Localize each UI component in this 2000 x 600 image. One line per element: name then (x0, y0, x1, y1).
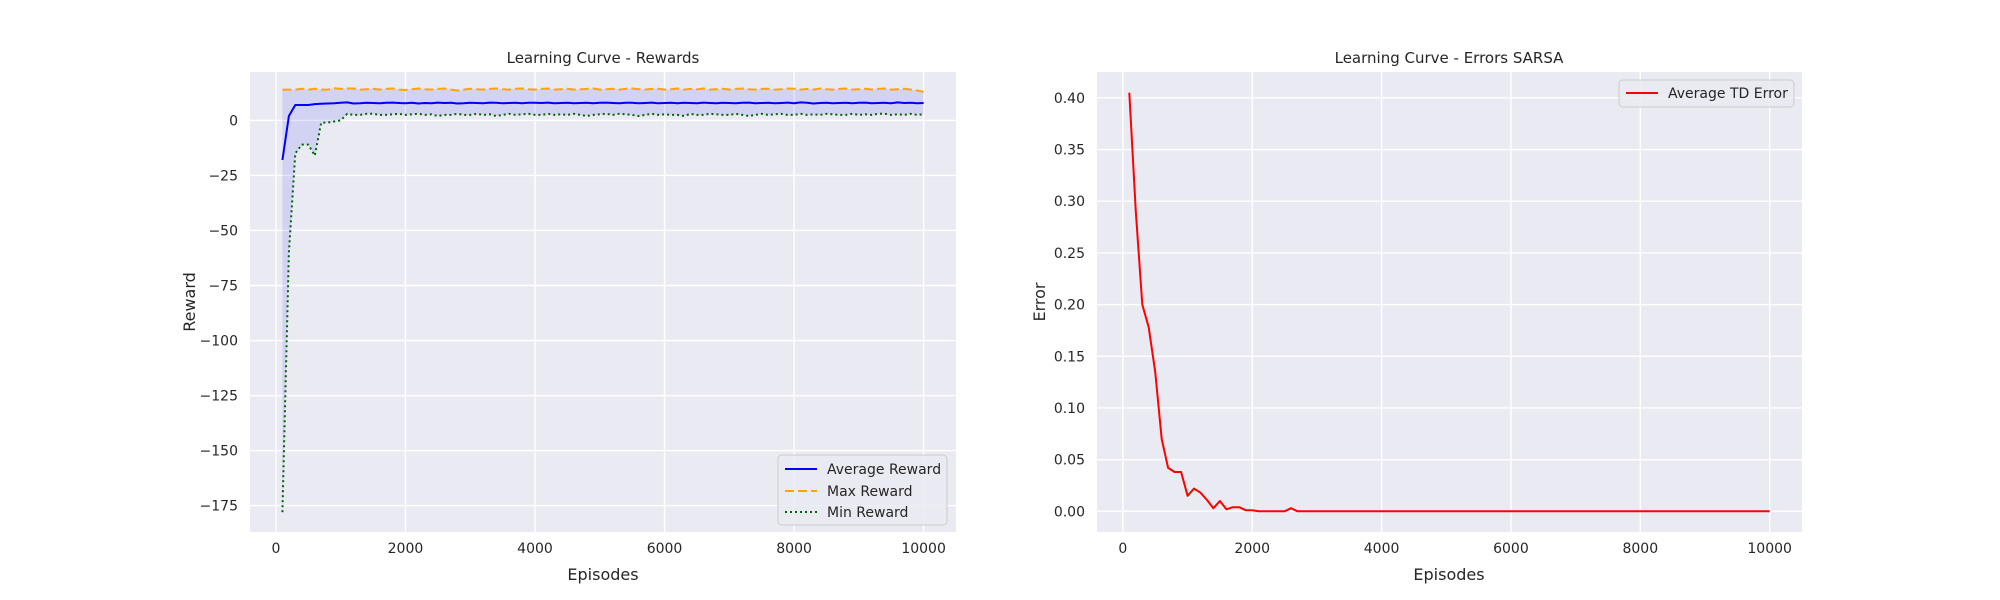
errors-plot-area (1097, 72, 1802, 532)
errors-legend: Average TD Error (1618, 79, 1795, 108)
y-tick-label: 0.30 (1054, 194, 1085, 210)
x-tick-label: 4000 (517, 541, 553, 557)
series-line-average-td-error (1128, 92, 1770, 513)
rewards-x-axis-label: Episodes (567, 565, 638, 584)
errors-legend-box (1618, 79, 1795, 108)
series-line-max-reward (282, 87, 924, 93)
y-tick-label: 0.35 (1054, 143, 1085, 159)
y-tick-label: −150 (200, 444, 238, 460)
y-tick-label: 0.05 (1054, 453, 1085, 469)
rewards-legend-box (777, 454, 948, 526)
y-tick-label: 0.15 (1054, 349, 1085, 365)
legend-label-average-reward: Average Reward (827, 462, 941, 478)
x-tick-label: 4000 (1364, 541, 1400, 557)
errors-chart: 0 2000 4000 6000 8000 10000 0.00 0.05 0.10 0.15 0.… (1030, 49, 1802, 584)
y-tick-label: −25 (208, 168, 238, 184)
y-tick-label: 0.25 (1054, 246, 1085, 262)
errors-grid (1097, 72, 1802, 532)
x-tick-label: 6000 (647, 541, 683, 557)
series-line-average-reward (281, 101, 924, 161)
series-line-min-reward (281, 112, 924, 513)
y-tick-label: −175 (200, 499, 238, 515)
errors-marks (1128, 92, 1770, 513)
rewards-y-axis-label: Reward (180, 272, 199, 332)
legend-label-max-reward: Max Reward (827, 484, 913, 500)
rewards-marks (281, 87, 924, 513)
y-tick-label: 0.10 (1054, 401, 1085, 417)
rewards-chart: 0 2000 4000 6000 8000 10000 0 −25 −50 −75 −100 −125… (180, 49, 956, 584)
errors-x-axis-label: Episodes (1413, 565, 1484, 584)
y-tick-label: 0.00 (1054, 504, 1085, 520)
y-tick-label: 0.20 (1054, 298, 1085, 314)
x-tick-label: 0 (271, 541, 280, 557)
y-tick-label: −100 (200, 334, 238, 350)
x-tick-label: 6000 (1493, 541, 1529, 557)
y-tick-label: 0 (229, 113, 238, 129)
x-tick-label: 10000 (1747, 541, 1792, 557)
legend-label-min-reward: Min Reward (827, 505, 908, 521)
y-tick-label: −125 (200, 389, 238, 405)
y-tick-label: −75 (208, 278, 238, 294)
rewards-legend: Average Reward Max Reward Min Reward (777, 454, 948, 526)
x-tick-label: 10000 (901, 541, 946, 557)
legend-label-average-td-error: Average TD Error (1668, 86, 1788, 102)
x-tick-label: 8000 (1622, 541, 1658, 557)
y-tick-label: −50 (208, 223, 238, 239)
y-tick-label: 0.40 (1054, 91, 1085, 107)
x-tick-label: 8000 (776, 541, 812, 557)
rewards-grid (250, 72, 956, 532)
errors-tick-labels: 0 2000 4000 6000 8000 10000 0.00 0.05 0.10 0.15 0.… (1054, 91, 1792, 557)
errors-y-axis-label: Error (1030, 282, 1049, 321)
x-tick-label: 2000 (388, 541, 424, 557)
x-tick-label: 2000 (1234, 541, 1270, 557)
rewards-title: Learning Curve - Rewards (507, 49, 700, 67)
rewards-tick-labels: 0 2000 4000 6000 8000 10000 0 −25 −50 −75 −100 −125… (200, 113, 946, 557)
x-tick-label: 0 (1118, 541, 1127, 557)
errors-title: Learning Curve - Errors SARSA (1335, 49, 1565, 67)
